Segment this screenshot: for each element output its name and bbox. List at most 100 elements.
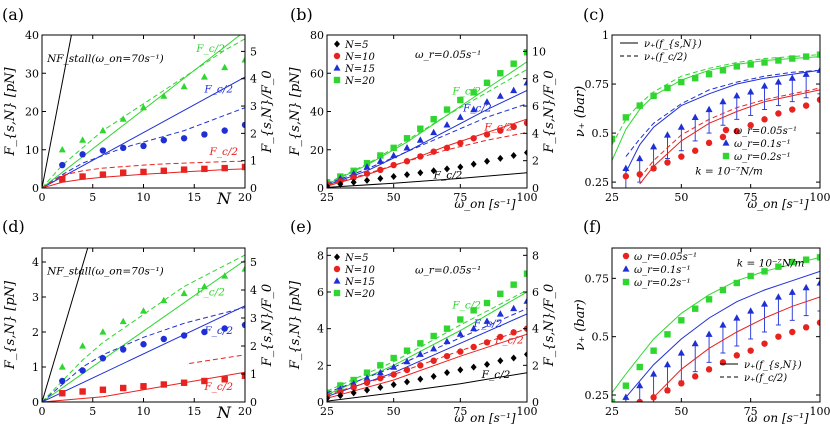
- green-square-point: [650, 92, 657, 100]
- green-square-point: [390, 354, 397, 362]
- red-square-point: [140, 168, 147, 176]
- green-square-point: [761, 59, 768, 66]
- red-circle-point: [483, 339, 491, 346]
- red-circle-point: [483, 131, 491, 138]
- legend-marker: [333, 265, 341, 273]
- x-axis-label: ω_on [s⁻¹]: [454, 411, 516, 424]
- y-right-tick-label: 8: [532, 73, 539, 86]
- y-tick-label: 1: [32, 361, 39, 374]
- y-axis-label: F_{s,N} [pN]: [288, 66, 303, 156]
- blue-triangle-point: [510, 304, 518, 312]
- red-circle-point: [802, 324, 810, 331]
- y-tick-label: 2: [317, 359, 324, 372]
- blue-triangle-point: [403, 144, 411, 151]
- y-right-tick-label: 0: [250, 182, 257, 195]
- red-square-point: [221, 376, 228, 383]
- green-triangle-point: [140, 103, 147, 111]
- x-tick-label: 20: [238, 405, 252, 418]
- green-square-point: [430, 332, 437, 340]
- blue-circle-point: [120, 144, 127, 152]
- green-square-point: [789, 55, 796, 62]
- legend-label: N=10: [344, 265, 375, 276]
- blue-triangle-point: [416, 350, 424, 357]
- x-tick-label: 75: [453, 405, 467, 418]
- green-square-point: [705, 71, 713, 78]
- blue-triangle-point: [363, 163, 371, 170]
- red-square-point: [120, 169, 127, 176]
- red-circle-point: [470, 135, 477, 142]
- blue-triangle-point: [774, 293, 782, 300]
- black-diamond-point: [470, 363, 477, 371]
- blue-triangle-point: [622, 164, 630, 171]
- green-square-point: [816, 51, 820, 58]
- green-square-point: [692, 305, 699, 312]
- legend-label: N=15: [344, 277, 375, 288]
- red_dash-line: [42, 160, 245, 188]
- axes-frame: [611, 34, 821, 189]
- green-square-point: [678, 317, 685, 324]
- legend-label: N=5: [344, 40, 369, 51]
- green-triangle-point: [221, 272, 229, 279]
- red-circle-point: [403, 366, 411, 374]
- plot-area: [612, 254, 820, 402]
- blue-triangle-point: [430, 345, 438, 352]
- black-diamond-point: [377, 174, 384, 182]
- legend-label: N=20: [344, 76, 375, 87]
- red-square-point: [59, 176, 66, 183]
- green-square-point: [802, 53, 810, 60]
- green-square-point: [430, 115, 437, 123]
- y-tick-label: 4: [317, 323, 324, 336]
- blue_line-line: [625, 69, 820, 173]
- green-square-point: [443, 106, 451, 113]
- y-tick-label: 0: [32, 396, 39, 409]
- y-tick-label: 3: [32, 291, 39, 304]
- legend-marker: [333, 52, 341, 60]
- red-circle-point: [390, 371, 397, 378]
- blue-triangle-point: [691, 339, 699, 347]
- black-diamond-point: [457, 163, 464, 171]
- green-triangle-point: [200, 282, 208, 290]
- legend-label: ω_r=0.2s⁻¹: [634, 278, 691, 289]
- x-axis-label: ω_on [s⁻¹]: [747, 197, 809, 211]
- red-circle-point: [523, 119, 527, 127]
- black_line-line: [327, 172, 527, 188]
- red-square-point: [180, 166, 188, 173]
- red-circle-point: [457, 348, 464, 355]
- legend-marker: [334, 40, 340, 48]
- blue-circle-point: [180, 332, 188, 339]
- blue-triangle-point: [636, 154, 644, 162]
- legend-label: ω_r=0.1s⁻¹: [734, 139, 791, 150]
- black-diamond-point: [350, 178, 357, 186]
- panel-label: (c): [583, 5, 604, 24]
- red-circle-point: [350, 174, 357, 181]
- green-triangle-point: [79, 342, 87, 349]
- blue-triangle-point: [677, 123, 685, 130]
- blue-triangle-point: [705, 330, 713, 337]
- red_dash-line: [327, 328, 527, 396]
- green-square-point: [377, 362, 384, 369]
- legend-line-label: ν₊(f_{s,N}): [744, 360, 802, 371]
- green-square-point: [417, 125, 424, 132]
- legend-line-label: ν₊(f_c/2): [644, 52, 687, 63]
- green-square-point: [377, 152, 384, 159]
- blue-triangle-point: [816, 66, 820, 73]
- blue-triangle-point: [456, 113, 464, 120]
- blue-triangle-point: [761, 300, 769, 307]
- red-square-point: [160, 167, 167, 174]
- x-tick-label: 20: [238, 191, 252, 204]
- plot-area: [612, 51, 820, 188]
- annotation: F_c/2: [462, 103, 492, 115]
- legend-marker: [622, 265, 630, 272]
- annotation: F_c/2: [195, 43, 225, 55]
- black-diamond-point: [337, 392, 344, 400]
- green-triangle-point: [79, 136, 87, 143]
- blue-triangle-point: [390, 363, 398, 370]
- green_line-line: [327, 61, 527, 185]
- blue-triangle-point: [650, 143, 658, 150]
- green-triangle-point: [58, 363, 66, 370]
- black-diamond-point: [430, 372, 437, 380]
- blue-triangle-point: [403, 357, 411, 365]
- y-right-axis-label: F_{s,N}/F_0: [542, 70, 557, 153]
- panel-label: (f): [583, 217, 601, 236]
